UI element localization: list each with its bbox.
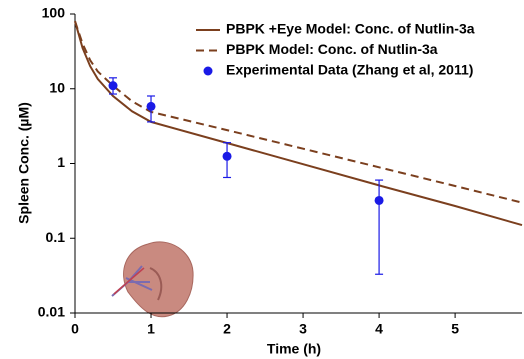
model-line [74,20,523,227]
y-tick-label: 0.01 [38,304,65,320]
x-tick-label: 5 [451,321,459,337]
data-point [374,195,384,205]
y-tick-label: 0.1 [46,229,66,245]
spleen-illustration [111,241,194,318]
x-tick-label: 4 [375,321,383,337]
y-axis-label: Spleen Conc. (µM) [16,102,32,224]
data-point [222,151,232,161]
x-axis-label: Time (h) [267,341,321,357]
data-point [108,81,118,91]
x-tick-label: 2 [223,321,231,337]
legend-label: PBPK +Eye Model: Conc. of Nutlin-3a [226,21,475,37]
x-tick-label: 3 [299,321,307,337]
model-line [74,20,523,204]
data-point [146,101,156,111]
y-tick-label: 10 [49,79,65,95]
legend-label: PBPK Model: Conc. of Nutlin-3a [226,41,438,57]
legend-label: Experimental Data (Zhang et al, 2011) [226,62,473,78]
x-tick-label: 1 [147,321,155,337]
y-tick-label: 100 [42,5,66,21]
legend-swatch [203,66,213,76]
x-tick-label: 0 [71,321,79,337]
y-tick-label: 1 [57,154,65,170]
